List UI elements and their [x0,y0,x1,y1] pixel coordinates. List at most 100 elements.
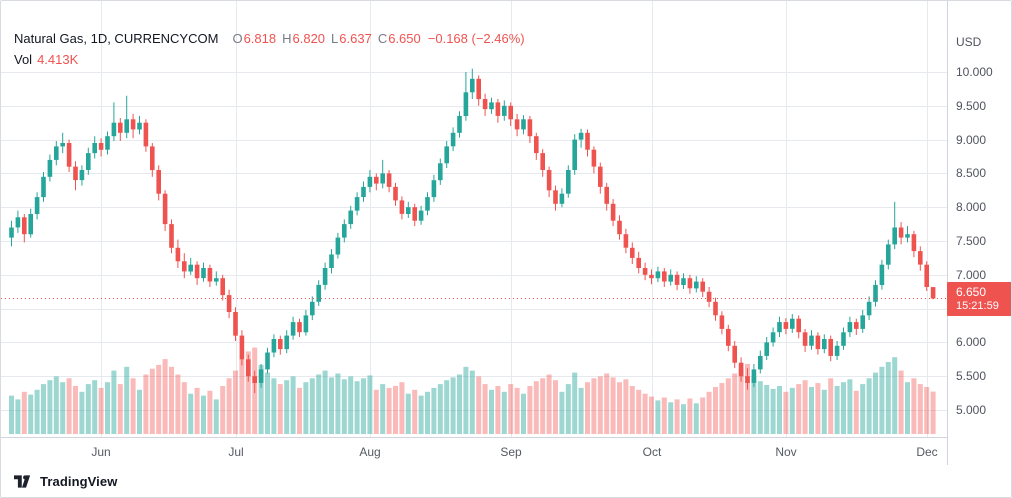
volume-bar [687,398,693,434]
current-price-value: 6.650 [956,285,987,299]
candle-body [130,119,136,130]
candle-body [751,369,757,383]
candle-body [828,339,833,356]
volume-bar [412,389,418,434]
candle-body [662,271,667,282]
volume-bar [930,391,936,434]
candle-body [809,335,814,346]
candle-body [361,186,366,197]
candle-body [431,180,437,198]
candle-body [822,339,827,350]
candle-body [873,284,878,302]
volume-bar [674,399,680,434]
candle-body [290,322,296,336]
volume-bar [642,393,648,434]
candle-body [380,173,385,184]
price-axis[interactable]: USD 10.000 9.500 9.000 8.500 8.000 7.500 7.000… [947,1,1011,465]
volume-bar [79,391,85,434]
candle-body [489,102,494,110]
volume-bar [789,387,795,434]
open-label: O [232,31,243,46]
volume-bar [162,359,168,434]
volume-bar [885,362,891,434]
candle-body [463,92,469,116]
volume-bar [169,366,174,434]
volume-bar [245,351,251,434]
open-value: 6.818 [243,31,277,46]
candle-body [886,244,891,265]
volume-bar [431,387,437,434]
candle-body [578,132,584,140]
volume-bar [553,380,558,434]
volume-bar [111,370,117,434]
volume-bar [860,384,866,434]
candle-body [329,254,334,268]
time-axis[interactable]: Jun Jul Aug Sep Oct Nov Dec [1,437,1011,465]
volume-bar [815,383,821,434]
candle-body [841,332,846,346]
volume-bar [585,382,590,434]
volume-bar [73,386,78,434]
candle-body [694,281,699,289]
candle-body [150,146,155,171]
volume-bar [53,376,59,434]
candle-body [98,143,104,150]
price-tick-label: 5.000 [956,403,987,417]
volume-bar [917,384,923,434]
candle-body [815,335,821,350]
ohlc-values: O6.818 H6.820 L6.637 C6.650 −0.168 (−2.46%) [226,31,524,46]
candlestick-chart-canvas[interactable] [1,1,947,437]
volume-bar [28,394,34,434]
volume-bar [847,379,853,434]
candle-body [156,170,161,194]
price-tick-label: 7.500 [956,234,987,248]
candle-body [9,227,14,238]
candle-body [335,237,341,255]
volume-bar [117,384,123,434]
candle-body [271,339,277,353]
chart-legend: Natural Gas, 1D, CURRENCYCOM O6.818 H6.820… [14,30,525,68]
candle-body [412,207,417,221]
volume-bar [284,380,290,434]
volume-bar [578,387,584,434]
close-value: 6.650 [388,31,421,46]
volume-bar [514,387,520,434]
candle-body [34,197,40,214]
candle-body [54,146,59,160]
volume-bar [373,389,379,434]
candle-body [278,339,283,350]
candle-body [918,251,923,265]
low-label: L [331,31,339,46]
volume-bar [297,387,302,434]
volume-bar [489,389,494,434]
volume-bar [380,384,386,434]
price-tick-label: 8.500 [956,166,987,180]
tradingview-attribution-link[interactable]: TradingView [14,474,117,489]
candle-body [137,122,142,130]
candle-body [777,322,782,333]
candle-body [854,322,859,329]
low-value: 6.637 [339,31,372,46]
chart-plot-area[interactable]: Natural Gas, 1D, CURRENCYCOM O6.818 H6.820… [1,1,947,437]
volume-bar [725,378,731,434]
volume-bar [34,389,40,434]
volume-bar [796,384,802,434]
volume-bar [92,380,98,434]
candle-body [598,166,603,187]
candle-body [444,146,449,164]
candle-body [540,153,545,170]
candle-body [604,186,609,204]
candle-body [655,271,661,279]
symbol-title[interactable]: Natural Gas, 1D, CURRENCYCOM [14,31,219,46]
change-value: −0.168 (−2.46%) [427,31,525,46]
volume-bar [623,379,629,434]
candle-body [617,220,622,235]
candle-body [674,274,680,285]
volume-bar [476,376,482,434]
volume-bar [21,391,27,434]
candle-body [636,257,641,268]
candle-body [642,268,648,275]
volume-bar [821,389,827,434]
candle-body [527,119,533,137]
